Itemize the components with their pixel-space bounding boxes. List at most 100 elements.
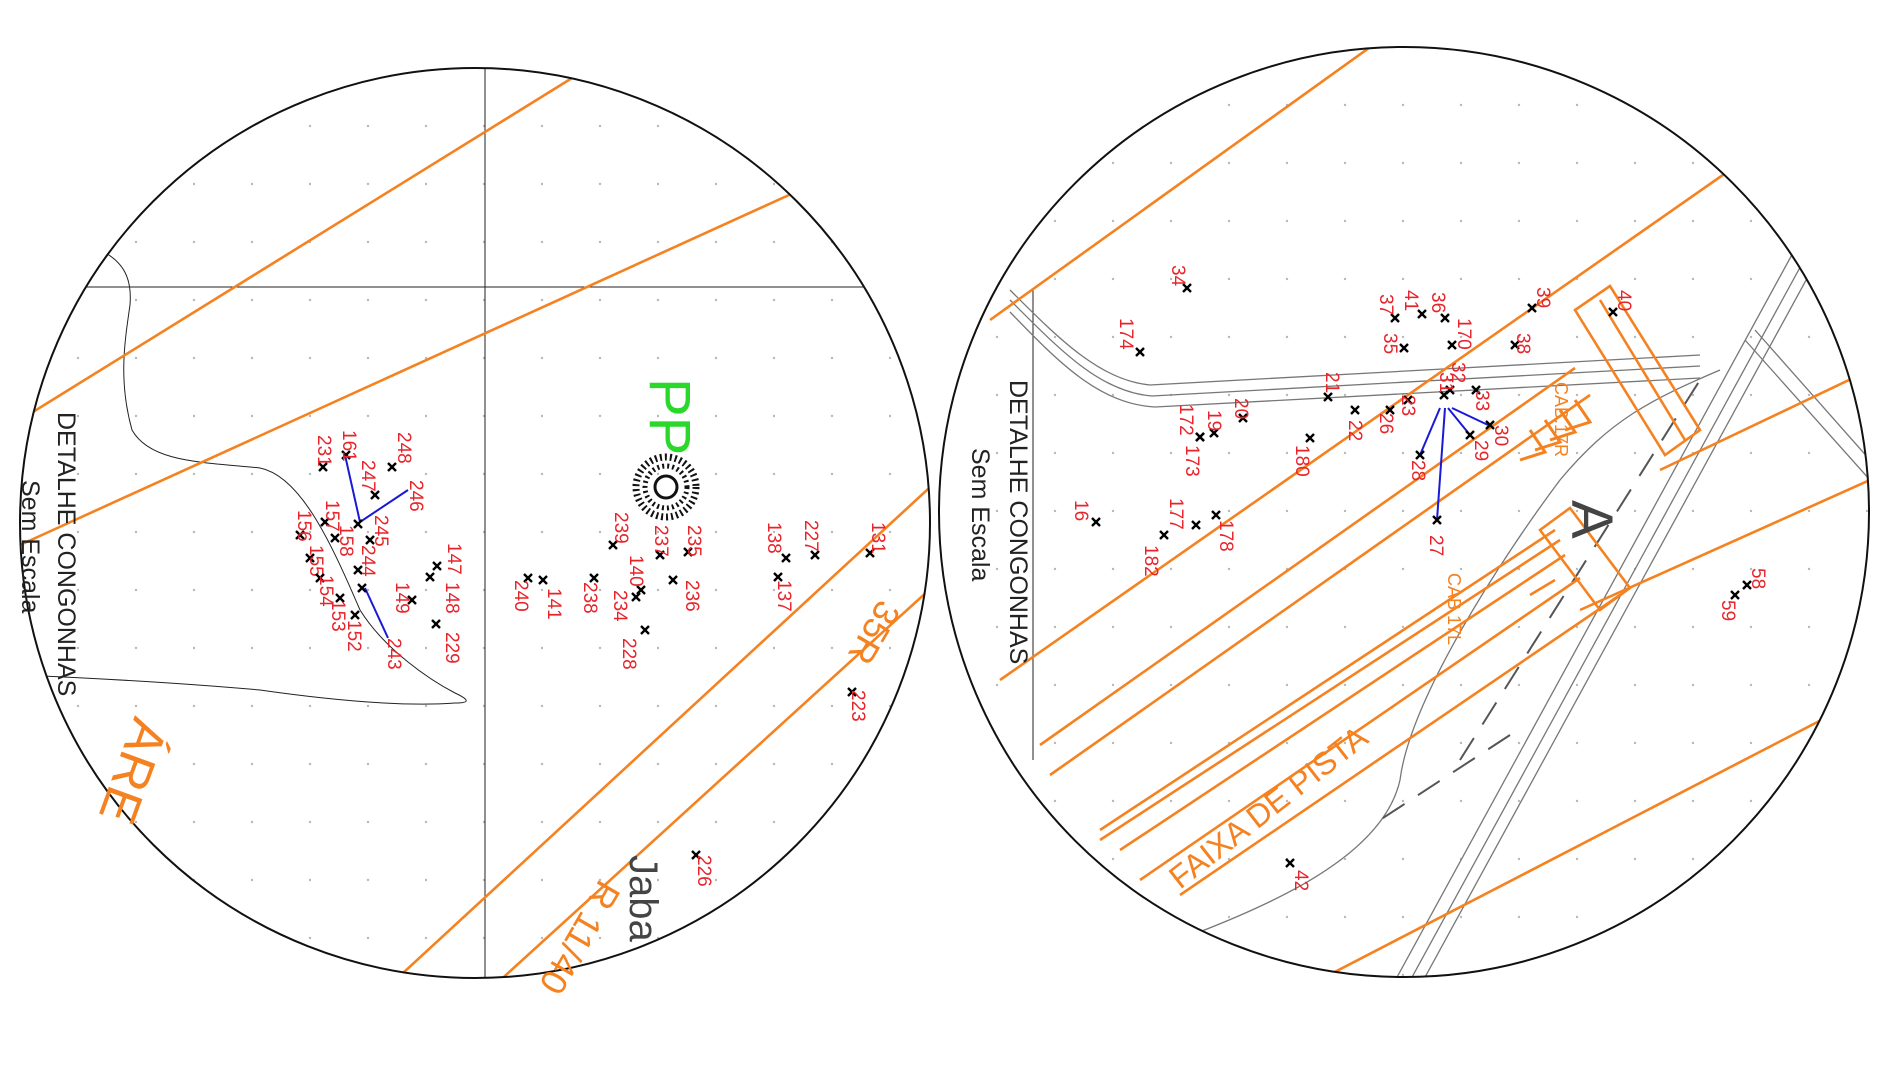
- right-detail-circle: 34 174 41 36 37 35 170 39 38 40 21 23 22 26 20 172 19173…: [938, 46, 1870, 978]
- right-road-edge-2: [1009, 299, 1701, 397]
- grid-dot: [830, 356, 834, 360]
- grid-dot: [134, 646, 138, 650]
- grid-dot: [1111, 219, 1115, 223]
- grid-dot: [939, 857, 941, 861]
- survey-mark: [1439, 390, 1449, 400]
- right-survey-points: 34 174 41 36 37 35 170 39 38 40 21 23 22 26 20 172 19173…: [1070, 265, 1768, 891]
- grid-dot: [1459, 161, 1463, 165]
- grid-dot: [1343, 857, 1347, 861]
- grid-dot: [1343, 625, 1347, 629]
- left-point-label: 235: [683, 525, 704, 557]
- right-point-label: 30: [1490, 425, 1511, 446]
- survey-mark: [523, 573, 533, 583]
- grid-dot: [1749, 683, 1753, 687]
- survey-mark: [1440, 313, 1450, 323]
- right-strip-line-3: [1119, 553, 1566, 852]
- right-boundary-line-4: [1049, 393, 1591, 777]
- grid-dot: [939, 567, 941, 571]
- left-runway-line-1: [389, 477, 930, 978]
- grid-dot: [888, 820, 892, 824]
- right-road-curve: [1139, 369, 1721, 956]
- grid-dot: [1865, 799, 1869, 803]
- grid-dot: [1691, 277, 1695, 281]
- survey-mark: [1182, 283, 1192, 293]
- grid-dot: [598, 936, 602, 940]
- grid-dot: [1401, 683, 1405, 687]
- grid-dot: [939, 219, 941, 223]
- right-point-label: 40: [1613, 290, 1634, 311]
- grid-dot: [714, 588, 718, 592]
- survey-mark: [1730, 590, 1740, 600]
- grid-dot: [598, 704, 602, 708]
- grid-dot: [1691, 509, 1695, 513]
- grid-dot: [939, 103, 941, 107]
- left-point-label: 243: [383, 638, 404, 670]
- grid-dot: [366, 298, 370, 302]
- grid-dot: [540, 820, 544, 824]
- left-point-label: 137: [773, 580, 794, 612]
- grid-dot: [1749, 857, 1753, 861]
- grid-dot: [20, 124, 22, 128]
- left-point-label: 161: [338, 430, 359, 462]
- grid-dot: [540, 704, 544, 708]
- grid-dot: [888, 414, 892, 418]
- grid-dot: [366, 588, 370, 592]
- grid-dot: [76, 762, 80, 766]
- grid-dot: [1053, 161, 1057, 165]
- left-detail-circle: 2482461612312472452441571581561551541531…: [16, 67, 931, 1001]
- grid-dot: [1343, 799, 1347, 803]
- grid-dot: [1865, 103, 1869, 107]
- right-point-label: 20: [1230, 398, 1251, 419]
- right-road-edge-3: [1009, 311, 1701, 408]
- survey-mark: [538, 575, 548, 585]
- grid-dot: [714, 530, 718, 534]
- grid-dot: [1401, 509, 1405, 513]
- survey-mark: [1305, 433, 1315, 443]
- right-strip-line-2: [1099, 538, 1561, 842]
- right-point-label: 38: [1512, 333, 1533, 354]
- grid-dot: [1111, 47, 1115, 49]
- grid-dot: [250, 878, 254, 882]
- grid-dot: [995, 335, 999, 339]
- grid-dot: [1343, 335, 1347, 339]
- grid-dot: [1053, 683, 1057, 687]
- grid-dot: [1343, 47, 1347, 49]
- survey-mark: [1399, 343, 1409, 353]
- grid-dot: [192, 356, 196, 360]
- grid-dot: [1633, 161, 1637, 165]
- grid-dot: [1053, 973, 1057, 977]
- grid-dot: [1575, 625, 1579, 629]
- grid-dot: [1865, 47, 1869, 49]
- grid-dot: [1053, 103, 1057, 107]
- survey-mark: [387, 462, 397, 472]
- grid-dot: [1575, 857, 1579, 861]
- grid-dot: [1053, 741, 1057, 745]
- left-point-label: 149: [391, 582, 412, 614]
- right-point-label: 19: [1203, 410, 1224, 431]
- right-point-label: 16: [1070, 500, 1091, 521]
- grid-dot: [1517, 277, 1521, 281]
- right-point-label: 177: [1165, 498, 1186, 530]
- grid-dot: [598, 414, 602, 418]
- grid-dot: [1633, 741, 1637, 745]
- cab-17r-divider: [1598, 299, 1687, 441]
- grid-dot: [1401, 915, 1405, 919]
- grid-dot: [939, 915, 941, 919]
- grid-dot: [1285, 161, 1289, 165]
- grid-dot: [134, 936, 138, 940]
- grid-dot: [1227, 567, 1231, 571]
- survey-mark: [636, 585, 646, 595]
- grid-dot: [656, 820, 660, 824]
- grid-dot: [134, 182, 138, 186]
- grid-dot: [366, 182, 370, 186]
- grid-dot: [939, 973, 941, 977]
- grid-dot: [76, 68, 80, 70]
- grid-dot: [1111, 451, 1115, 455]
- grid-dot: [598, 530, 602, 534]
- grid-dot: [424, 530, 428, 534]
- grid-dot: [1111, 161, 1115, 165]
- right-point-label: 28: [1407, 460, 1428, 481]
- grid-dot: [656, 298, 660, 302]
- right-link-27: [1436, 407, 1446, 521]
- grid-dot: [714, 472, 718, 476]
